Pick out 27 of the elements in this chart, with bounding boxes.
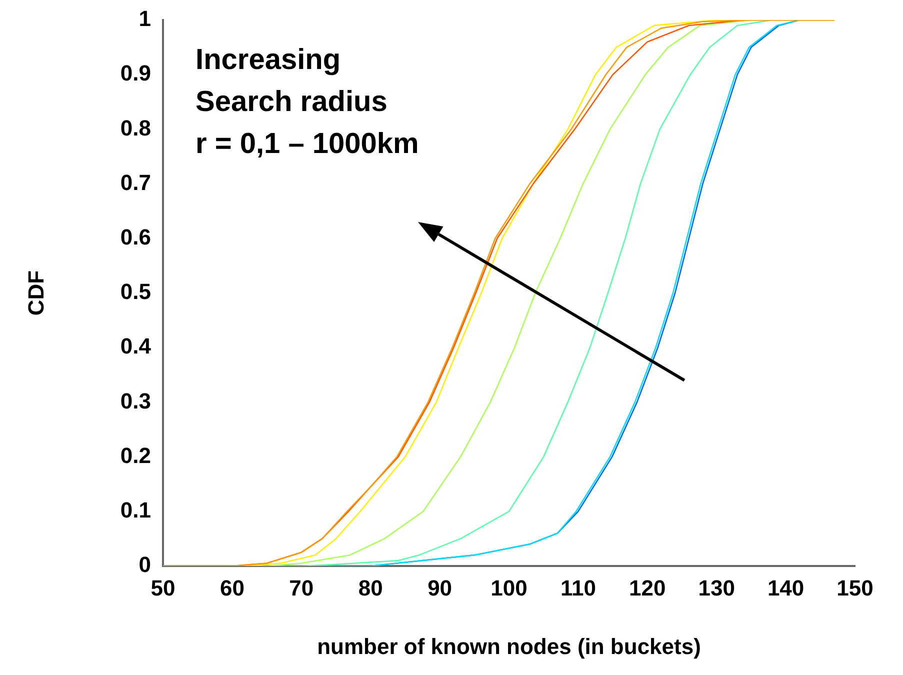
x-tick-label: 50: [150, 575, 176, 600]
annotation: Increasing: [196, 44, 341, 76]
x-tick-label: 130: [698, 575, 735, 600]
y-tick-label: 0.1: [120, 497, 151, 522]
y-tick-label: 0.8: [120, 115, 151, 140]
x-tick-label: 100: [490, 575, 528, 600]
x-tick-label: 60: [220, 575, 244, 600]
y-axis-title: CDF: [23, 270, 48, 316]
y-tick-label: 0.9: [120, 60, 151, 86]
y-tick-label: 0.4: [120, 334, 152, 359]
x-axis-title: number of known nodes (in buckets): [317, 634, 701, 659]
y-tick-label: 0: [138, 552, 151, 578]
x-tick-label: 150: [836, 575, 874, 600]
x-tick-label: 90: [428, 575, 452, 600]
y-tick-label: 1: [138, 6, 151, 32]
y-tick-label: 0.7: [120, 170, 151, 195]
annotation: r = 0,1 – 1000km: [196, 128, 419, 160]
y-tick-label: 0.6: [120, 224, 151, 250]
x-tick-label: 140: [767, 575, 804, 600]
x-tick-label: 80: [358, 575, 383, 600]
x-tick-label: 70: [289, 575, 314, 600]
y-tick-label: 0.2: [120, 442, 151, 468]
y-tick-label: 0.3: [120, 388, 151, 414]
x-tick-label: 120: [629, 575, 666, 600]
x-tick-label: 110: [560, 575, 596, 600]
annotation: Search radius: [196, 86, 388, 118]
y-tick-label: 0.5: [120, 279, 151, 304]
